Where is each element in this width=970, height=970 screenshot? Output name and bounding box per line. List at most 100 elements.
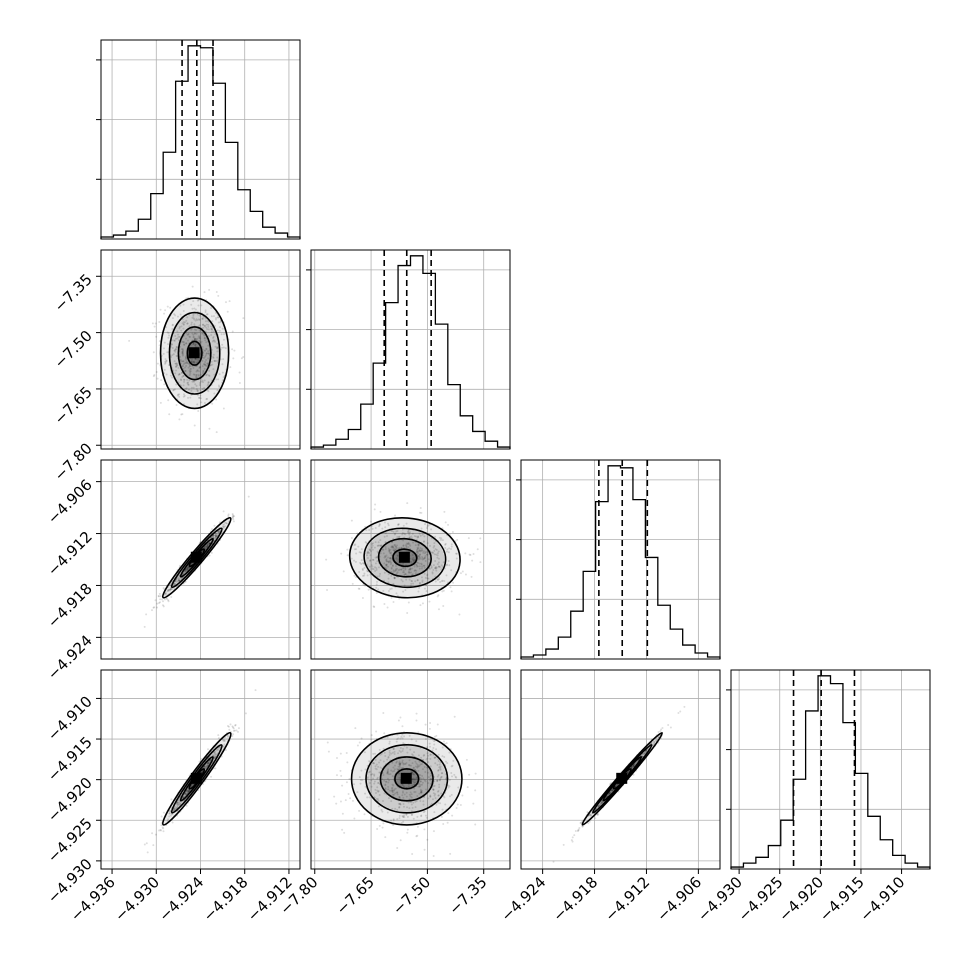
scatter-point: [168, 588, 171, 591]
scatter-point: [418, 567, 421, 570]
scatter-point: [398, 806, 401, 809]
scatter-point: [214, 537, 217, 540]
scatter-point: [430, 802, 433, 805]
density-peak: [400, 772, 412, 784]
scatter-point: [411, 532, 414, 535]
scatter-point: [366, 574, 369, 577]
scatter-point: [456, 538, 459, 541]
scatter-point: [214, 345, 217, 348]
scatter-point: [409, 568, 412, 571]
scatter-point: [439, 768, 442, 771]
scatter-point: [398, 767, 401, 770]
scatter-point: [381, 810, 384, 813]
scatter-point: [398, 817, 401, 820]
scatter-point: [209, 325, 212, 328]
scatter-point: [176, 337, 179, 340]
scatter-point: [167, 818, 170, 821]
scatter-point: [387, 560, 390, 563]
scatter-point: [653, 741, 656, 744]
scatter-point: [578, 826, 581, 829]
scatter-point: [382, 773, 385, 776]
scatter-point: [443, 580, 446, 583]
scatter-point: [228, 300, 231, 303]
scatter-point: [413, 751, 416, 754]
scatter-point: [430, 528, 433, 531]
scatter-point: [353, 548, 356, 551]
scatter-point: [376, 777, 379, 780]
scatter-point: [390, 800, 393, 803]
scatter-point: [426, 838, 429, 841]
scatter-point: [173, 349, 176, 352]
scatter-point: [185, 804, 188, 807]
scatter-point: [214, 333, 217, 336]
scatter-point: [415, 569, 418, 572]
scatter-point: [207, 762, 210, 765]
scatter-point: [432, 792, 435, 795]
scatter-point: [383, 751, 386, 754]
scatter-point: [374, 562, 377, 565]
scatter-point: [177, 333, 180, 336]
scatter-point: [231, 735, 234, 738]
scatter-point: [152, 844, 155, 847]
scatter-point: [159, 601, 162, 604]
scatter-point: [414, 765, 417, 768]
scatter-point: [392, 784, 395, 787]
scatter-point: [444, 546, 447, 549]
scatter-point: [379, 544, 382, 547]
scatter-point: [222, 338, 225, 341]
scatter-point: [359, 779, 362, 782]
scatter-point: [227, 725, 230, 728]
scatter-point: [388, 549, 391, 552]
scatter-point: [222, 407, 225, 410]
scatter-point: [206, 313, 209, 316]
contour-line: [379, 756, 434, 802]
scatter-point: [198, 324, 201, 327]
scatter-point: [391, 791, 394, 794]
scatter-point: [175, 362, 178, 365]
scatter-point: [440, 792, 443, 795]
scatter-point: [423, 587, 426, 590]
scatter-point: [412, 767, 415, 770]
scatter-point: [419, 780, 422, 783]
scatter-point: [414, 806, 417, 809]
panel-frame: [310, 249, 511, 450]
scatter-point: [375, 583, 378, 586]
scatter-point: [444, 543, 447, 546]
scatter-point: [180, 413, 183, 416]
scatter-point: [355, 552, 358, 555]
scatter-point: [416, 834, 419, 837]
scatter-point: [389, 789, 392, 792]
scatter-point: [679, 710, 682, 713]
scatter-point: [201, 345, 204, 348]
scatter-point: [171, 317, 174, 320]
scatter-point: [410, 770, 413, 773]
scatter-point: [214, 536, 217, 539]
scatter-point: [408, 531, 411, 534]
scatter-point: [391, 564, 394, 567]
scatter-point: [608, 791, 611, 794]
scatter-point: [339, 769, 342, 772]
scatter-point: [466, 786, 469, 789]
scatter-point: [387, 561, 390, 564]
scatter-point: [441, 755, 444, 758]
scatter-point: [373, 780, 376, 783]
scatter-point: [359, 561, 362, 564]
scatter-point: [401, 750, 404, 753]
scatter-point: [164, 593, 167, 596]
scatter-point: [419, 581, 422, 584]
scatter-point: [217, 294, 220, 297]
scatter-point: [385, 559, 388, 562]
scatter-point: [414, 569, 417, 572]
scatter-point: [406, 543, 409, 546]
scatter-point: [432, 546, 435, 549]
scatter-point: [233, 349, 236, 352]
scatter-point: [391, 786, 394, 789]
scatter-point: [357, 545, 360, 548]
scatter-point: [448, 564, 451, 567]
scatter-point: [163, 341, 166, 344]
scatter-point: [453, 715, 456, 718]
y-axis-3: −4.924−4.918−4.912−4.906: [44, 476, 101, 683]
scatter-point: [408, 764, 411, 767]
scatter-point: [152, 375, 155, 378]
scatter-point: [400, 546, 403, 549]
